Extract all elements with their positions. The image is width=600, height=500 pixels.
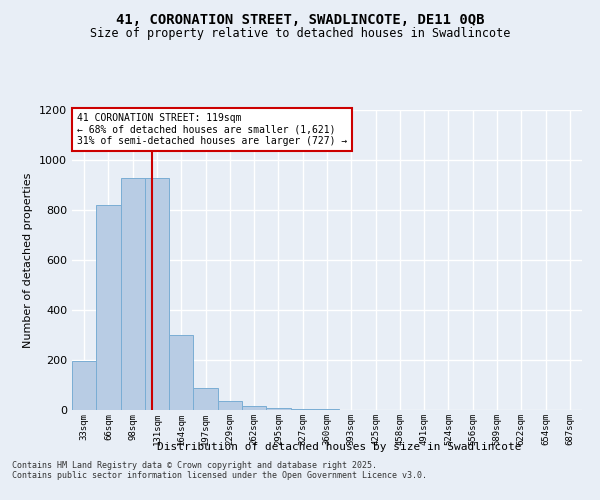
Bar [193, 388, 218, 410]
Y-axis label: Number of detached properties: Number of detached properties [23, 172, 34, 348]
Text: 41, CORONATION STREET, SWADLINCOTE, DE11 0QB: 41, CORONATION STREET, SWADLINCOTE, DE11… [116, 12, 484, 26]
Bar [145, 178, 169, 410]
Bar [169, 335, 193, 410]
Text: 41 CORONATION STREET: 119sqm
← 68% of detached houses are smaller (1,621)
31% of: 41 CORONATION STREET: 119sqm ← 68% of de… [77, 113, 347, 146]
Text: Contains HM Land Registry data © Crown copyright and database right 2025.
Contai: Contains HM Land Registry data © Crown c… [12, 460, 427, 480]
Bar [121, 178, 145, 410]
Bar [242, 406, 266, 410]
Bar [218, 401, 242, 410]
Bar [290, 409, 315, 410]
Text: Size of property relative to detached houses in Swadlincote: Size of property relative to detached ho… [90, 28, 510, 40]
Bar [315, 409, 339, 410]
Bar [72, 361, 96, 410]
Bar [96, 205, 121, 410]
Bar [266, 408, 290, 410]
Text: Distribution of detached houses by size in Swadlincote: Distribution of detached houses by size … [157, 442, 521, 452]
